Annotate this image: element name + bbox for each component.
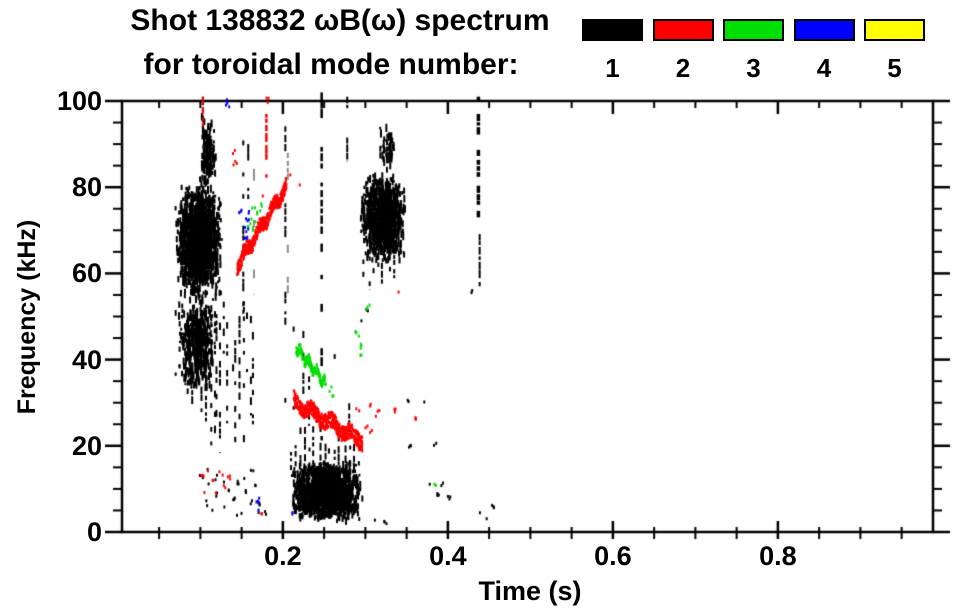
- y-tick-label: 0: [86, 517, 102, 547]
- x-axis-title: Time (s): [478, 576, 582, 606]
- y-tick-label: 20: [71, 430, 102, 461]
- y-tick-label: 80: [71, 172, 102, 203]
- y-tick-label: 40: [71, 344, 102, 375]
- y-tick-label: 100: [56, 86, 102, 116]
- x-tick-label: 0.4: [429, 541, 467, 571]
- y-axis-title: Frequency (kHz): [13, 219, 41, 415]
- y-tick-label: 60: [71, 258, 102, 289]
- x-tick-label: 0.6: [594, 541, 632, 571]
- x-tick-label: 0.8: [759, 541, 797, 571]
- x-tick-label: 0.2: [264, 541, 302, 571]
